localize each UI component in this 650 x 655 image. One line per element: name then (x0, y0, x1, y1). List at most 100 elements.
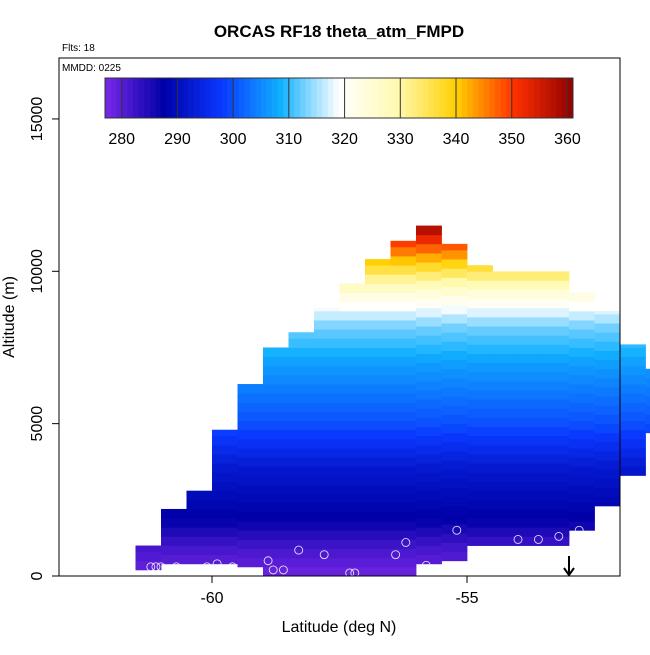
heatmap-cell (544, 472, 570, 482)
heatmap-cell (263, 366, 289, 376)
heatmap-cell (493, 290, 519, 300)
flight-point (626, 520, 634, 528)
heatmap-cell (467, 509, 493, 519)
heatmap-cell (416, 454, 442, 464)
heatmap-cell (416, 363, 442, 373)
heatmap-cell (289, 357, 315, 367)
heatmap-cell (263, 539, 289, 549)
colorbar-segment (528, 78, 534, 118)
colorbar-segment (111, 78, 117, 118)
heatmap-cell (442, 515, 468, 525)
heatmap-cell (340, 293, 366, 303)
heatmap-cell (467, 445, 493, 455)
colorbar-segment (556, 78, 562, 118)
heatmap-cell (620, 430, 646, 440)
heatmap-cell (467, 491, 493, 501)
heatmap-cell (518, 418, 544, 428)
colorbar-segment (428, 78, 434, 118)
y-tick-label: 15000 (29, 97, 46, 142)
heatmap-cell (595, 405, 621, 415)
heatmap-cell (518, 491, 544, 501)
heatmap-cell (467, 536, 493, 546)
heatmap-cell (365, 521, 391, 531)
heatmap-cell (314, 494, 340, 504)
y-tick-label: 10000 (29, 249, 46, 294)
heatmap-cell (544, 463, 570, 473)
colorbar-segment (239, 78, 245, 118)
heatmap-cell (314, 393, 340, 403)
heatmap-cell (467, 271, 493, 281)
heatmap-cell (518, 335, 544, 345)
heatmap-cell (595, 311, 621, 314)
colorbar-segment (233, 78, 239, 118)
heatmap-cell (416, 408, 442, 418)
heatmap-cell (467, 463, 493, 473)
colorbar-segment (333, 78, 339, 118)
heatmap-cell (620, 466, 646, 476)
heatmap-cell (544, 509, 570, 519)
heatmap-cell (365, 567, 391, 577)
heatmap-cell (544, 491, 570, 501)
colorbar-segment (122, 78, 128, 118)
heatmap-cell (493, 399, 519, 409)
heatmap-cell (493, 372, 519, 382)
heatmap-cell (569, 384, 595, 394)
heatmap-cell (289, 494, 315, 504)
heatmap-cell (289, 421, 315, 431)
heatmap-cell (569, 357, 595, 367)
heatmap-cell (212, 536, 238, 546)
heatmap-cell (340, 402, 366, 412)
heatmap-cell (493, 326, 519, 336)
heatmap-cell (416, 354, 442, 364)
heatmap-cell (595, 460, 621, 470)
heatmap-cell (212, 430, 238, 436)
heatmap-cell (544, 372, 570, 382)
heatmap-cell (493, 482, 519, 492)
heatmap-cell (442, 415, 468, 425)
colorbar-segment (138, 78, 144, 118)
colorbar-segment (339, 78, 345, 118)
mmdd-annotation: MMDD: 0225 (62, 63, 121, 74)
heatmap-cell (238, 512, 264, 522)
colorbar-segment (400, 78, 406, 118)
heatmap-cell (595, 478, 621, 488)
heatmap-cell (365, 539, 391, 549)
heatmap-cell (289, 411, 315, 421)
heatmap-cell (416, 482, 442, 492)
heatmap-cell (442, 268, 468, 278)
colorbar-tick-label: 320 (331, 131, 358, 148)
heatmap-cell (569, 366, 595, 376)
heatmap-cell (365, 448, 391, 458)
heatmap-cell (467, 408, 493, 418)
heatmap-cell (212, 518, 238, 528)
colorbar-segment (166, 78, 172, 118)
heatmap-cell (646, 415, 650, 425)
colorbar-segment (372, 78, 378, 118)
heatmap-cell (391, 393, 417, 403)
heatmap-cell (467, 472, 493, 482)
heatmap-cell (416, 335, 442, 345)
heatmap-cell (544, 308, 570, 318)
heatmap-cell (161, 546, 187, 556)
heatmap-cell (493, 408, 519, 418)
heatmap-cell (340, 384, 366, 394)
heatmap-cell (365, 457, 391, 467)
heatmap-cell (391, 338, 417, 348)
heatmap-cell (569, 393, 595, 403)
heatmap-cell (238, 384, 264, 394)
heatmap-cell (340, 393, 366, 403)
heatmap-cell (391, 558, 417, 568)
heatmap-cell (365, 411, 391, 421)
heatmap-cell (442, 305, 468, 315)
heatmap-cell (518, 427, 544, 437)
heatmap-cell (416, 253, 442, 263)
heatmap-cell (238, 539, 264, 549)
heatmap-cell (493, 381, 519, 391)
heatmap-cell (442, 497, 468, 507)
heatmap-cell (544, 317, 570, 327)
heatmap-cell (289, 512, 315, 522)
x-axis: -60-55 (200, 576, 478, 607)
heatmap-cell (569, 439, 595, 449)
heatmap-cell (544, 399, 570, 409)
